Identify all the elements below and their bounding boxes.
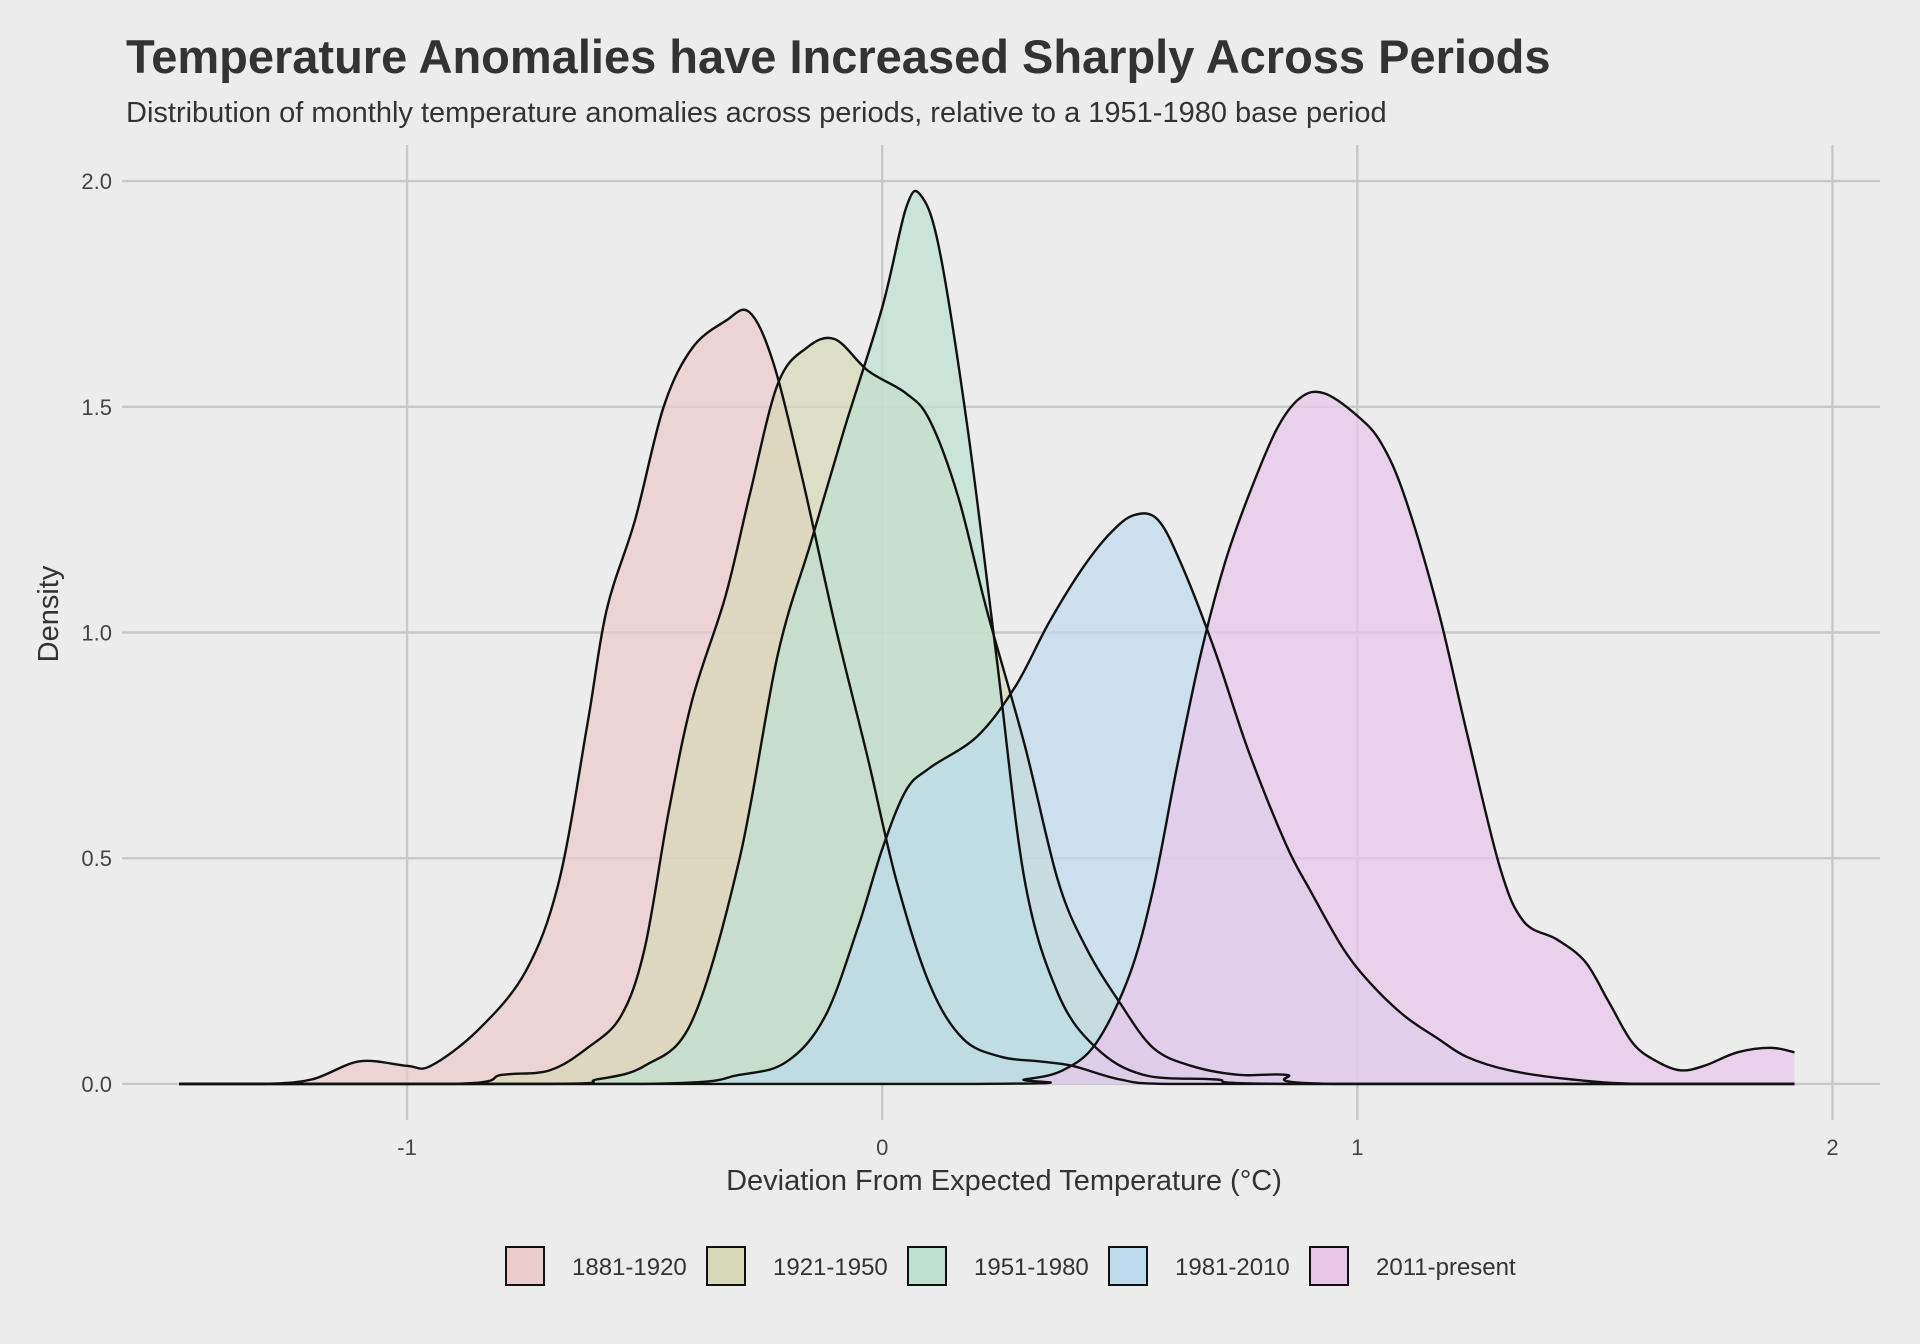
legend-key-1951-1980 [907,1246,947,1286]
legend-key-1921-1950 [706,1246,746,1286]
legend-key-2011-present [1309,1246,1349,1286]
legend-key-1881-1920 [505,1246,545,1286]
x-axis-ticks: -1 0 1 2 [397,1135,1838,1160]
y-tick-label: 0.5 [81,846,112,871]
x-tick-label: -1 [397,1135,417,1160]
x-tick-label: 1 [1351,1135,1363,1160]
y-axis-title: Density [33,565,65,662]
legend-label-1951-1980: 1951-1980 [974,1254,1089,1281]
y-tick-label: 1.0 [81,621,112,646]
gridlines [122,145,1880,1120]
density-area-1951-1980 [179,190,1795,1084]
x-axis-title: Deviation From Expected Temperature (°C) [726,1165,1282,1197]
legend-label-1981-2010: 1981-2010 [1175,1254,1290,1281]
legend: 1881-1920 1921-1950 1951-1980 1981-2010 2011… [505,1246,1516,1286]
y-tick-label: 1.5 [81,395,112,420]
density-area-2011-present [179,391,1795,1084]
density-line-1921-1950 [179,336,1795,1086]
density-area-1881-1920 [179,309,1795,1084]
density-area-1981-2010 [179,513,1795,1084]
x-tick-label: 2 [1826,1135,1838,1160]
x-tick-label: 0 [876,1135,888,1160]
legend-label-1881-1920: 1881-1920 [572,1254,687,1281]
density-areas [179,189,1795,1086]
legend-label-2011-present: 2011-present [1376,1254,1516,1281]
chart-title: Temperature Anomalies have Increased Sha… [126,30,1551,83]
y-axis-ticks: 0.0 0.5 1.0 1.5 2.0 [81,169,112,1097]
legend-key-1981-2010 [1108,1246,1148,1286]
legend-label-1921-1950: 1921-1950 [773,1254,888,1281]
y-tick-label: 2.0 [81,169,112,194]
chart-subtitle: Distribution of monthly temperature anom… [126,97,1387,129]
density-line-2011-present [179,390,1795,1086]
y-tick-label: 0.0 [81,1072,112,1097]
density-line-1981-2010 [179,512,1795,1086]
density-line-1951-1980 [179,189,1795,1086]
